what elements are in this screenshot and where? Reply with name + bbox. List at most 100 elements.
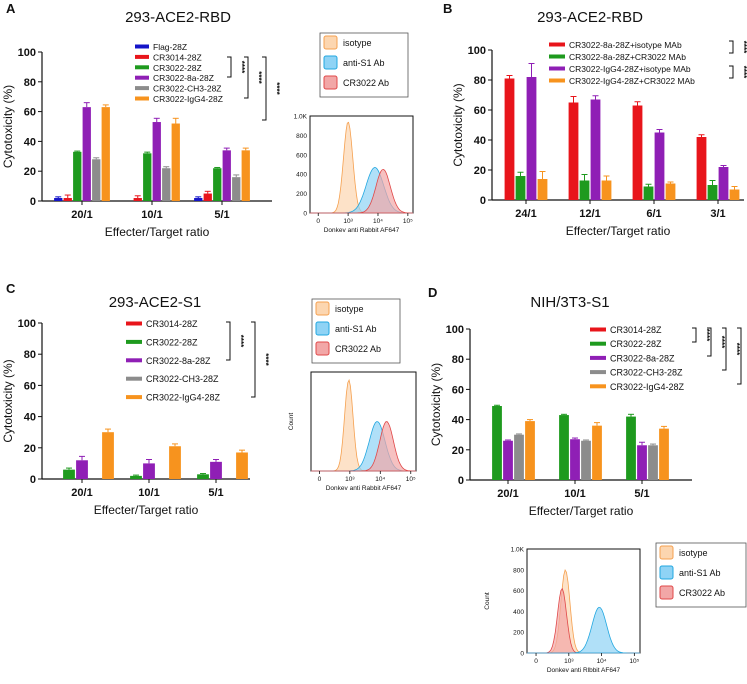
- bar: [626, 416, 636, 480]
- legend-label: CR3022-8a-28Z: [146, 356, 211, 366]
- legend-swatch: [549, 42, 565, 47]
- bar: [696, 137, 707, 200]
- significance-bracket: [226, 321, 231, 361]
- significance-label: ****: [717, 336, 726, 349]
- flow-x-tick-label: 10⁵: [406, 476, 416, 483]
- panel-letter-a: A: [6, 1, 16, 16]
- plot-frame: [310, 371, 417, 472]
- legend-swatch: [590, 341, 606, 346]
- bar: [76, 460, 88, 479]
- flow-legend-swatch: [323, 55, 338, 70]
- y-tick-label: 0: [30, 474, 36, 486]
- significance-bracket: [244, 56, 249, 99]
- bar: [592, 425, 602, 480]
- bar: [718, 167, 729, 200]
- legend-label: CR3014-28Z: [153, 52, 202, 62]
- y-tick-label: 80: [452, 354, 464, 366]
- flow-x-tick-label: 10³: [343, 218, 353, 225]
- bar: [590, 99, 601, 200]
- bar: [514, 434, 524, 480]
- bar: [729, 189, 740, 200]
- flow-y-tick-label: 0: [303, 211, 307, 218]
- bar: [559, 415, 569, 480]
- bar: [101, 107, 110, 201]
- flow-legend-label: anti-S1 Ab: [335, 324, 377, 334]
- x-tick-label: 5/1: [208, 487, 223, 499]
- bar: [525, 421, 535, 480]
- bar: [241, 150, 250, 201]
- legend-label: CR3022-8a-28Z: [610, 353, 675, 363]
- histogram-peak: [527, 606, 640, 654]
- x-tick-label: 20/1: [497, 488, 518, 500]
- bar: [568, 102, 579, 200]
- flow-legend-label: isotype: [335, 304, 364, 314]
- bar: [504, 78, 515, 200]
- y-tick-label: 20: [24, 443, 36, 455]
- bar: [637, 445, 647, 480]
- significance-bracket: [692, 327, 697, 343]
- y-tick-label: 0: [458, 475, 464, 487]
- legend-swatch: [135, 65, 149, 70]
- bar: [643, 186, 654, 200]
- flow-legend-label: CR3022 Ab: [679, 588, 725, 598]
- bar: [537, 179, 548, 200]
- legend-label: CR3022-IgG4-28Z: [146, 393, 221, 403]
- flow-legend-swatch: [315, 301, 330, 316]
- bar: [526, 77, 537, 200]
- legend-swatch: [549, 54, 565, 59]
- y-tick-label: 60: [474, 105, 486, 117]
- legend-swatch: [590, 370, 606, 375]
- significance-bracket: [262, 56, 267, 121]
- legend-label: CR3014-28Z: [610, 325, 662, 335]
- y-tick-label: 80: [474, 75, 486, 87]
- bar: [601, 180, 612, 200]
- legend-swatch: [590, 327, 606, 332]
- flow-x-axis-label: Donkev anti Rabbit AF647: [324, 227, 400, 234]
- bar-chart-b: 0 20 40 60 80 100 Cytotoxicity (%) Effecter/Tar…: [451, 40, 747, 238]
- bar: [130, 475, 142, 479]
- y-tick-label: 40: [24, 136, 36, 148]
- y-axis-label: Cytotoxicity (%): [1, 85, 15, 168]
- legend-label: CR3014-28Z: [146, 319, 198, 329]
- x-tick-label: 3/1: [710, 208, 725, 220]
- panel-letter-c: C: [6, 281, 16, 296]
- y-tick-label: 0: [480, 195, 486, 207]
- bar: [503, 440, 513, 480]
- flow-y-axis-label: Count: [288, 413, 295, 431]
- flow-x-tick-label: 0: [534, 658, 538, 665]
- legend-swatch: [126, 376, 142, 381]
- significance-bracket: [729, 40, 734, 54]
- bar: [162, 168, 171, 201]
- histogram-peak: [311, 378, 416, 472]
- significance-bracket: [227, 56, 232, 78]
- histogram-peak: [527, 587, 640, 654]
- bar: [232, 177, 241, 201]
- legend-swatch: [135, 96, 149, 101]
- flow-y-tick-label: 400: [513, 609, 524, 616]
- legend-label: CR3022-IgG4-28Z: [153, 94, 223, 104]
- flow-histogram-d: 0 200 400 600 800 1.0K 0 10³ 10⁴ 10⁵ Donkev anti R…: [484, 542, 747, 674]
- legend-label: CR3022-28Z: [153, 63, 202, 73]
- flow-y-tick-label: 200: [513, 630, 524, 637]
- histogram-peak: [310, 168, 413, 214]
- bar: [133, 198, 142, 201]
- legend-label: CR3022-8a-28Z: [153, 73, 214, 83]
- bar: [210, 461, 222, 479]
- flow-x-tick-label: 10³: [564, 658, 574, 665]
- flow-x-tick-label: 10⁴: [373, 218, 383, 225]
- legend-swatch: [126, 321, 142, 326]
- bar: [654, 132, 665, 200]
- flow-y-tick-label: 1.0K: [511, 547, 525, 554]
- y-tick-label: 100: [18, 318, 36, 330]
- x-axis-label: Effecter/Target ratio: [105, 225, 210, 239]
- y-tick-label: 60: [24, 107, 36, 119]
- legend-label: CR3022-28Z: [610, 339, 662, 349]
- legend-label: CR3022-CH3-28Z: [153, 84, 222, 94]
- flow-legend-label: anti-S1 Ab: [343, 58, 385, 68]
- x-tick-label: 5/1: [634, 488, 649, 500]
- flow-legend-swatch: [323, 75, 338, 90]
- significance-label: ****: [236, 335, 245, 348]
- y-tick-label: 100: [446, 324, 464, 336]
- legend-swatch: [135, 44, 149, 49]
- x-tick-label: 10/1: [141, 209, 162, 221]
